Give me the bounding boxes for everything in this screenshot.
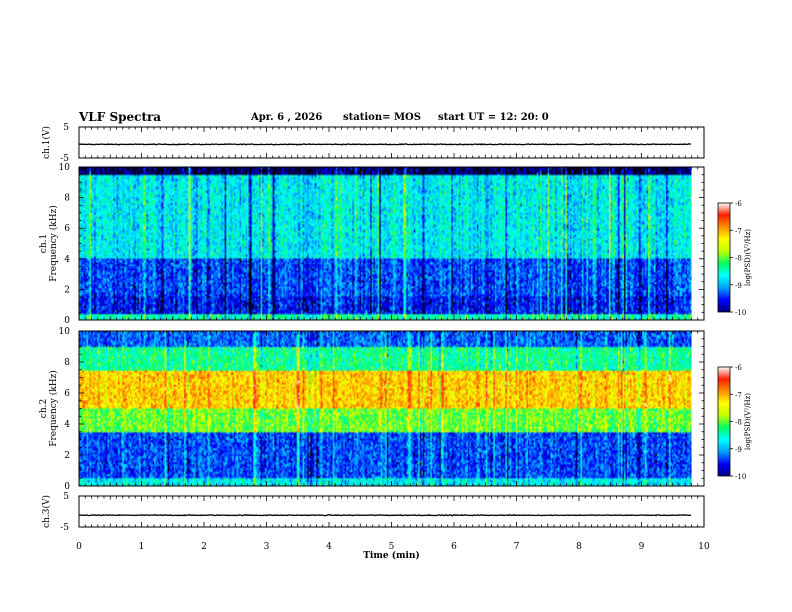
colorbar-tick-label: -9 [735, 446, 742, 454]
y-tick-label: 4 [64, 255, 70, 265]
y-tick-label: 0 [64, 316, 70, 326]
x-tick-label: 5 [389, 542, 395, 552]
colorbar-tick-label: -7 [735, 227, 742, 235]
y-tick-label: 4 [64, 420, 70, 430]
x-tick-label: 4 [326, 542, 332, 552]
x-tick-label: 2 [201, 542, 207, 552]
ch2-spectrogram-heatmap [79, 331, 692, 486]
colorbar-tick-label: -6 [735, 200, 742, 208]
station-label: station= MOS [343, 112, 421, 123]
ch3-voltage-ylabel: ch.3(V) [41, 495, 52, 528]
x-tick-label: 6 [451, 542, 457, 552]
colorbar-tick-label: -9 [735, 282, 742, 290]
y-tick-label: 6 [64, 224, 70, 234]
colorbar-tick-label: -10 [735, 473, 746, 481]
date-label: Apr. 6 , 2026 [251, 112, 323, 123]
x-tick-label: 1 [139, 542, 145, 552]
colorbar-tick-label: -7 [735, 391, 742, 399]
ch1-voltage-ylabel: ch.1(V) [41, 126, 52, 159]
y-tick-label: 10 [59, 163, 71, 173]
y-tick-label: 5 [63, 492, 69, 502]
y-tick-label: 5 [63, 123, 69, 133]
y-tick-label: 8 [64, 194, 70, 204]
y-tick-label: 10 [59, 327, 71, 337]
ch1-spectrogram-heatmap [79, 167, 692, 320]
ch2-spectrogram-colorbar [717, 366, 731, 477]
colorbar-tick-label: -10 [735, 309, 746, 317]
chart-title: VLF Spectra [79, 110, 162, 124]
x-tick-label: 10 [698, 542, 710, 552]
x-axis-label: Time (min) [363, 550, 420, 561]
ch2-spectrogram-colorbar-label: log(PSD)(V²/Hz) [744, 393, 752, 450]
ch1-voltage-trace [78, 142, 692, 146]
colorbar-tick-label: -8 [735, 255, 742, 263]
x-tick-label: 8 [576, 542, 582, 552]
ch2-spectrogram-ylabel-freq: Frequency (kHz) [48, 370, 59, 447]
ch1-spectrogram-colorbar-label: log(PSD)(V²/Hz) [744, 229, 752, 286]
colorbar-tick-label: -8 [735, 419, 742, 427]
y-tick-label: -5 [60, 154, 69, 164]
x-tick-label: 3 [264, 542, 270, 552]
x-tick-label: 0 [76, 542, 82, 552]
start-time-label: start UT = 12: 20: 0 [438, 112, 549, 123]
y-tick-label: 2 [64, 285, 70, 295]
y-tick-label: 0 [64, 482, 70, 492]
x-tick-label: 9 [639, 542, 645, 552]
y-tick-label: 6 [64, 389, 70, 399]
ch2-spectrogram-ylabel-channel: ch.2 [39, 399, 49, 418]
x-tick-label: 7 [514, 542, 520, 552]
ch1-spectrogram-colorbar [717, 202, 731, 313]
ch3-voltage-trace [78, 513, 692, 517]
ch1-spectrogram-ylabel-channel: ch.1 [39, 234, 49, 253]
y-tick-label: -5 [60, 523, 69, 533]
y-tick-label: 8 [64, 358, 70, 368]
y-tick-label: 2 [64, 451, 70, 461]
ch1-spectrogram-ylabel-freq: Frequency (kHz) [48, 205, 59, 282]
colorbar-tick-label: -6 [735, 364, 742, 372]
